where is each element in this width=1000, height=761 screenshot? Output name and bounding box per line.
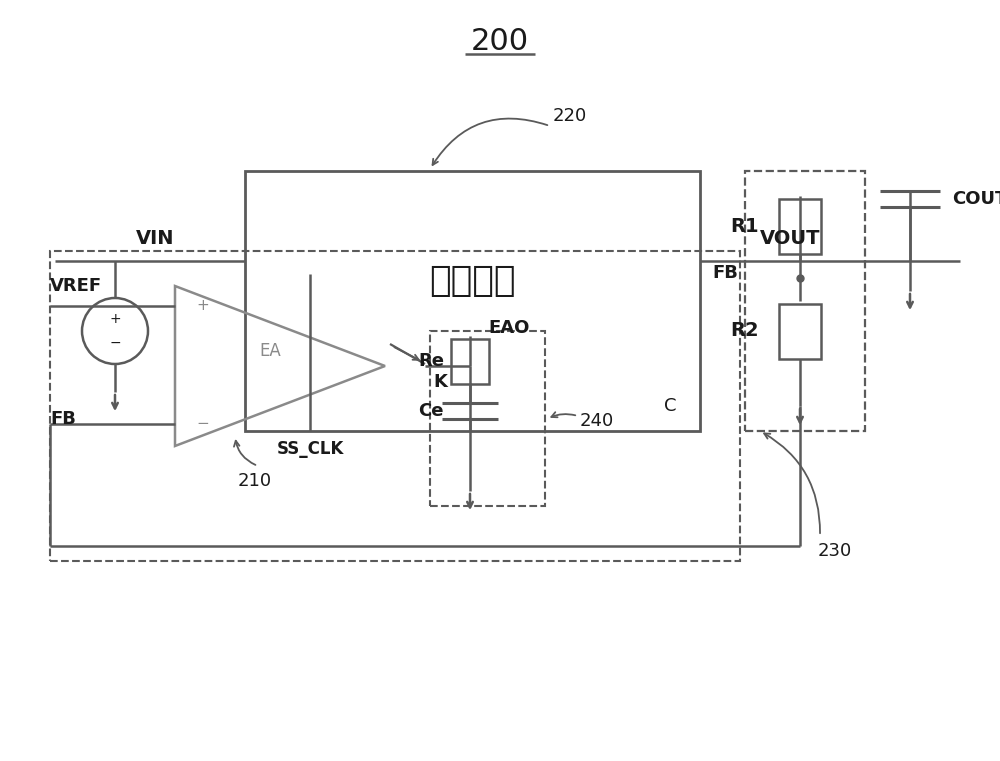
Bar xyxy=(779,199,821,253)
Text: 200: 200 xyxy=(471,27,529,56)
Text: COUT: COUT xyxy=(952,190,1000,208)
Text: +: + xyxy=(109,312,121,326)
Text: Re: Re xyxy=(418,352,444,370)
Text: 210: 210 xyxy=(238,472,272,490)
Text: FB: FB xyxy=(712,264,738,282)
Bar xyxy=(451,339,489,384)
Text: 220: 220 xyxy=(553,107,587,125)
Text: VREF: VREF xyxy=(50,277,102,295)
Text: VIN: VIN xyxy=(136,230,174,249)
Text: EAO: EAO xyxy=(488,319,529,337)
Bar xyxy=(745,171,865,431)
Text: EA: EA xyxy=(259,342,281,360)
Bar xyxy=(779,304,821,358)
Text: 240: 240 xyxy=(580,412,614,430)
Bar xyxy=(430,331,545,506)
Text: K: K xyxy=(433,373,447,391)
Text: 230: 230 xyxy=(818,542,852,560)
Text: −: − xyxy=(109,336,121,350)
Text: R2: R2 xyxy=(731,321,759,340)
Text: Ce: Ce xyxy=(418,402,444,420)
Text: SS_CLK: SS_CLK xyxy=(276,440,344,458)
Text: +: + xyxy=(197,298,209,314)
Text: R1: R1 xyxy=(731,216,759,235)
Text: FB: FB xyxy=(50,410,76,428)
Text: VOUT: VOUT xyxy=(760,230,820,249)
Bar xyxy=(50,251,740,561)
Bar xyxy=(245,171,700,431)
Text: 转换单元: 转换单元 xyxy=(429,264,515,298)
Text: C: C xyxy=(664,397,676,415)
Text: −: − xyxy=(197,416,209,431)
